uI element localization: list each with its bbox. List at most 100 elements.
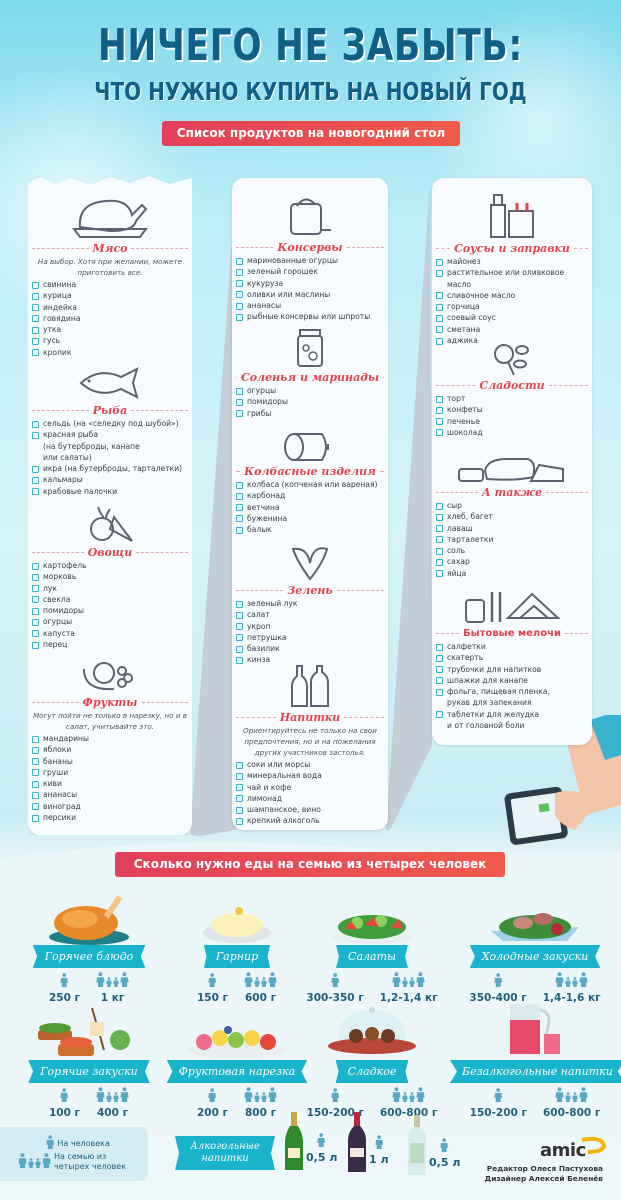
- checklist-item[interactable]: горчица: [436, 301, 588, 312]
- checklist-item[interactable]: виноград: [32, 801, 188, 812]
- checklist-item[interactable]: тарталетки: [436, 534, 588, 545]
- checklist-item[interactable]: ветчина: [236, 502, 384, 513]
- checklist-item[interactable]: огурцы: [236, 385, 384, 396]
- checklist-item[interactable]: зеленый горошек: [236, 266, 384, 277]
- checklist-item[interactable]: карбонад: [236, 490, 384, 501]
- checkbox[interactable]: [32, 431, 39, 439]
- checkbox[interactable]: [236, 611, 243, 619]
- checkbox[interactable]: [436, 688, 443, 696]
- checklist-item[interactable]: фольга, пищевая пленка, рукав для запека…: [436, 686, 588, 709]
- checkbox[interactable]: [436, 292, 443, 300]
- checklist-item[interactable]: говядина: [32, 313, 188, 324]
- checkbox[interactable]: [32, 326, 39, 334]
- checklist-item[interactable]: красная рыба (на бутерброды, канапе или …: [32, 429, 188, 463]
- checklist-item[interactable]: сметана: [436, 324, 588, 335]
- checkbox[interactable]: [436, 677, 443, 685]
- checkbox[interactable]: [436, 558, 443, 566]
- checkbox[interactable]: [32, 337, 39, 345]
- checkbox[interactable]: [236, 492, 243, 500]
- checklist-item[interactable]: утка: [32, 324, 188, 335]
- checkbox[interactable]: [436, 337, 443, 345]
- checklist-item[interactable]: лимонад: [236, 793, 384, 804]
- checklist-item[interactable]: индейка: [32, 302, 188, 313]
- checklist-item[interactable]: скатерть: [436, 652, 588, 663]
- checklist-item[interactable]: салфетки: [436, 641, 588, 652]
- checkbox[interactable]: [32, 562, 39, 570]
- checkbox[interactable]: [32, 476, 39, 484]
- checkbox[interactable]: [32, 618, 39, 626]
- checkbox[interactable]: [236, 645, 243, 653]
- checkbox[interactable]: [236, 817, 243, 825]
- checkbox[interactable]: [32, 641, 39, 649]
- checkbox[interactable]: [32, 304, 39, 312]
- checklist-item[interactable]: гусь: [32, 335, 188, 346]
- checkbox[interactable]: [32, 630, 39, 638]
- checkbox[interactable]: [32, 814, 39, 822]
- checkbox[interactable]: [32, 488, 39, 496]
- checkbox[interactable]: [236, 257, 243, 265]
- checklist-item[interactable]: зеленый лук: [236, 598, 384, 609]
- checkbox[interactable]: [436, 643, 443, 651]
- checklist-item[interactable]: киви: [32, 778, 188, 789]
- checkbox[interactable]: [436, 525, 443, 533]
- checklist-item[interactable]: базилик: [236, 643, 384, 654]
- checkbox[interactable]: [236, 600, 243, 608]
- checklist-item[interactable]: кролик: [32, 347, 188, 358]
- checkbox[interactable]: [32, 573, 39, 581]
- checkbox[interactable]: [436, 418, 443, 426]
- checklist-item[interactable]: чай и кофе: [236, 782, 384, 793]
- checklist-item[interactable]: перец: [32, 639, 188, 650]
- checklist-item[interactable]: капуста: [32, 628, 188, 639]
- checklist-item[interactable]: свинина: [32, 279, 188, 290]
- checklist-item[interactable]: укроп: [236, 621, 384, 632]
- checkbox[interactable]: [436, 547, 443, 555]
- checklist-item[interactable]: картофель: [32, 560, 188, 571]
- checkbox[interactable]: [236, 280, 243, 288]
- checklist-item[interactable]: минеральная вода: [236, 770, 384, 781]
- checkbox[interactable]: [32, 791, 39, 799]
- checklist-item[interactable]: мандарины: [32, 733, 188, 744]
- checkbox[interactable]: [236, 784, 243, 792]
- checklist-item[interactable]: яблоки: [32, 744, 188, 755]
- checkbox[interactable]: [436, 502, 443, 510]
- checkbox[interactable]: [436, 536, 443, 544]
- checklist-item[interactable]: соль: [436, 545, 588, 556]
- checkbox[interactable]: [236, 504, 243, 512]
- checklist-item[interactable]: ананасы: [236, 300, 384, 311]
- checklist-item[interactable]: кинза: [236, 654, 384, 665]
- checklist-item[interactable]: соки или морсы: [236, 759, 384, 770]
- checklist-item[interactable]: сыр: [436, 500, 588, 511]
- checklist-item[interactable]: грибы: [236, 408, 384, 419]
- checkbox[interactable]: [436, 429, 443, 437]
- checklist-item[interactable]: лаваш: [436, 523, 588, 534]
- checklist-item[interactable]: морковь: [32, 571, 188, 582]
- checkbox[interactable]: [236, 387, 243, 395]
- checklist-item[interactable]: конфеты: [436, 404, 588, 415]
- checklist-item[interactable]: яйца: [436, 568, 588, 579]
- checkbox[interactable]: [436, 513, 443, 521]
- checkbox[interactable]: [236, 291, 243, 299]
- checkbox[interactable]: [32, 420, 39, 428]
- checklist-item[interactable]: кальмары: [32, 474, 188, 485]
- checkbox[interactable]: [436, 258, 443, 266]
- checkbox[interactable]: [436, 314, 443, 322]
- checkbox[interactable]: [32, 349, 39, 357]
- checkbox[interactable]: [236, 623, 243, 631]
- checklist-item[interactable]: сельдь (на «селедку под шубой»): [32, 418, 188, 429]
- checklist-item[interactable]: рыбные консервы или шпроты: [236, 311, 384, 322]
- checkbox[interactable]: [32, 585, 39, 593]
- checkbox[interactable]: [436, 711, 443, 719]
- checklist-item[interactable]: груши: [32, 767, 188, 778]
- checkbox[interactable]: [436, 406, 443, 414]
- checklist-item[interactable]: петрушка: [236, 632, 384, 643]
- checklist-item[interactable]: ананасы: [32, 789, 188, 800]
- checkbox[interactable]: [436, 303, 443, 311]
- checklist-item[interactable]: печенье: [436, 416, 588, 427]
- checklist-item[interactable]: кукуруза: [236, 278, 384, 289]
- checkbox[interactable]: [32, 769, 39, 777]
- checkbox[interactable]: [32, 780, 39, 788]
- checklist-item[interactable]: шпажки для канапе: [436, 675, 588, 686]
- checklist-item[interactable]: огурцы: [32, 616, 188, 627]
- checkbox[interactable]: [436, 395, 443, 403]
- checkbox[interactable]: [32, 292, 39, 300]
